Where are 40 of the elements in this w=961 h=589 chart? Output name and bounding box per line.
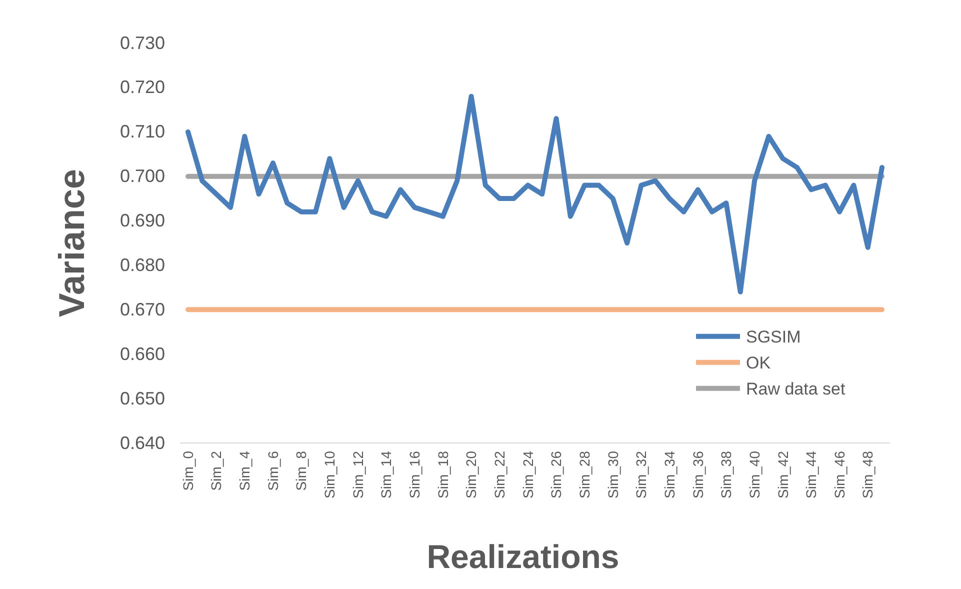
- x-tick-label: Sim_16: [406, 450, 423, 498]
- x-tick-label: Sim_44: [803, 450, 820, 498]
- x-tick-label: Sim_18: [434, 450, 451, 498]
- x-tick-label: Sim_46: [831, 450, 848, 498]
- y-tick-label: 0.680: [120, 254, 165, 275]
- x-tick-label: Sim_14: [378, 450, 394, 498]
- y-tick-label: 0.720: [120, 77, 165, 98]
- x-tick-label: Sim_10: [322, 450, 338, 498]
- x-tick-label: Sim_24: [520, 450, 536, 498]
- x-tick-label: Sim_48: [860, 450, 876, 498]
- x-tick-label: Sim_8: [293, 450, 310, 491]
- x-tick-label: Sim_32: [633, 450, 650, 498]
- legend-label: OK: [746, 353, 772, 372]
- x-tick-label: Sim_34: [661, 450, 678, 498]
- x-tick-label: Sim_26: [548, 450, 564, 498]
- x-tick-label: Sim_38: [718, 450, 734, 498]
- y-axis-title: Variance: [51, 168, 92, 318]
- x-tick-label: Sim_4: [236, 450, 253, 491]
- x-tick-label: Sim_12: [350, 450, 366, 498]
- y-tick-label: 0.710: [120, 122, 165, 142]
- x-tick-label: Sim_2: [208, 450, 224, 491]
- x-tick-label: Sim_36: [690, 450, 706, 498]
- legend-label: SGSIM: [746, 327, 801, 346]
- y-tick-label: 0.670: [120, 299, 165, 320]
- y-tick-label: 0.660: [120, 344, 165, 364]
- legend-label: Raw data set: [746, 379, 846, 398]
- y-tick-label: 0.640: [120, 432, 165, 453]
- x-tick-label: Sim_0: [180, 450, 196, 491]
- x-tick-label: Sim_6: [264, 450, 281, 491]
- y-tick-label: 0.650: [120, 388, 165, 408]
- y-tick-label: 0.700: [120, 166, 165, 186]
- y-tick-label: 0.690: [120, 210, 165, 231]
- x-tick-label: Sim_28: [576, 450, 592, 498]
- x-tick-label: Sim_20: [463, 450, 480, 498]
- x-tick-label: Sim_22: [491, 450, 508, 498]
- x-axis-title: Realizations: [426, 538, 620, 575]
- x-tick-label: Sim_42: [774, 450, 791, 498]
- y-tick-label: 0.730: [120, 32, 165, 53]
- x-tick-label: Sim_40: [746, 450, 762, 498]
- x-tick-label: Sim_30: [604, 450, 621, 498]
